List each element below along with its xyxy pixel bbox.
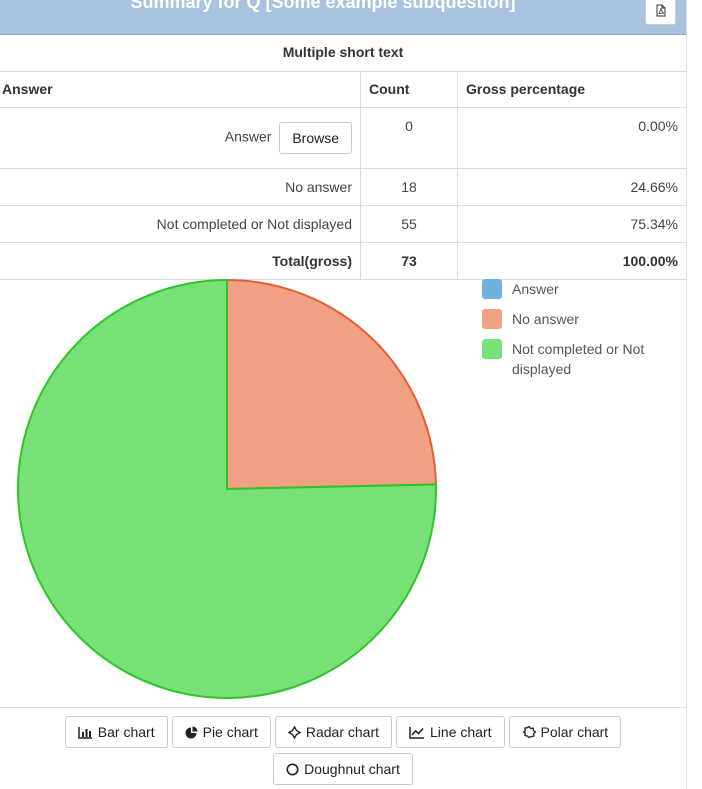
answer-label: Answer: [224, 128, 272, 145]
summary-header: Summary for Q [Some example subquestion]: [0, 0, 686, 35]
chart-type-buttons: Bar chart Pie chart Radar chart Line cha…: [0, 716, 686, 785]
count-cell: 55: [360, 205, 458, 243]
pie-chart-label: Pie chart: [202, 724, 258, 740]
table-row: Answer Browse 0 0.00%: [0, 107, 686, 169]
statistics-table: Answer Count Gross percentage Answer Bro…: [0, 71, 686, 280]
line-chart-label: Line chart: [430, 724, 492, 740]
export-pdf-button[interactable]: [645, 0, 676, 25]
doughnut-chart-icon: [286, 763, 299, 776]
polar-chart-label: Polar chart: [540, 724, 609, 740]
line-chart-button[interactable]: Line chart: [396, 716, 505, 748]
legend-label: No answer: [512, 311, 579, 327]
doughnut-chart-label: Doughnut chart: [304, 761, 400, 777]
answer-label: Not completed or Not displayed: [0, 205, 361, 243]
pie-chart-button[interactable]: Pie chart: [171, 716, 271, 748]
total-percentage: 100.00%: [457, 242, 686, 280]
bar-chart-icon: [78, 726, 93, 739]
legend-swatch: [482, 339, 502, 359]
answer-label: No answer: [0, 168, 361, 206]
bar-chart-label: Bar chart: [97, 724, 155, 740]
summary-title: Summary for Q [Some example subquestion]: [130, 0, 516, 12]
column-header-gross-percentage: Gross percentage: [457, 71, 686, 108]
pie-slice-no-answer[interactable]: [226, 279, 437, 490]
legend-swatch: [482, 309, 502, 329]
percentage-cell: 0.00%: [457, 107, 686, 169]
doughnut-chart-button[interactable]: Doughnut chart: [273, 753, 413, 785]
polar-chart-button[interactable]: Polar chart: [508, 716, 622, 748]
total-row: Total(gross) 73 100.00%: [0, 242, 686, 280]
table-header-row: Answer Count Gross percentage: [0, 71, 686, 108]
answer-cell: Answer Browse: [0, 107, 361, 169]
pie-chart: [17, 279, 437, 699]
pie-slice-not-completed-or-not-displayed[interactable]: [17, 279, 437, 699]
count-cell: 18: [360, 168, 458, 206]
percentage-cell: 24.66%: [457, 168, 686, 206]
legend-swatch: [482, 279, 502, 299]
pdf-icon: [656, 4, 665, 16]
question-type-label: Multiple short text: [0, 35, 686, 72]
question-summary-panel: Summary for Q [Some example subquestion]…: [0, 0, 687, 789]
polar-chart-icon: [521, 725, 536, 739]
bar-chart-button[interactable]: Bar chart: [64, 716, 168, 748]
chart-area: Answer No answer Not completed or Not di…: [0, 271, 686, 708]
count-cell: 0: [360, 107, 458, 169]
table-row: Not completed or Not displayed 55 75.34%: [0, 205, 686, 243]
legend-item-no-answer[interactable]: No answer: [482, 309, 682, 329]
legend-label: Answer: [512, 281, 559, 297]
legend-item-not-completed[interactable]: Not completed or Not displayed: [482, 339, 682, 379]
line-chart-icon: [409, 726, 425, 739]
legend-item-answer[interactable]: Answer: [482, 279, 682, 299]
radar-chart-icon: [287, 725, 301, 739]
total-count: 73: [360, 242, 458, 280]
radar-chart-label: Radar chart: [305, 724, 380, 740]
table-row: No answer 18 24.66%: [0, 168, 686, 206]
browse-button[interactable]: Browse: [279, 122, 352, 154]
column-header-answer: Answer: [0, 71, 361, 108]
radar-chart-button[interactable]: Radar chart: [274, 716, 393, 748]
legend-label: Not completed or Not displayed: [512, 341, 645, 377]
pie-chart-icon: [185, 726, 198, 739]
chart-legend: Answer No answer Not completed or Not di…: [482, 279, 682, 389]
percentage-cell: 75.34%: [457, 205, 686, 243]
total-label: Total(gross): [0, 242, 361, 280]
column-header-count: Count: [360, 71, 458, 108]
